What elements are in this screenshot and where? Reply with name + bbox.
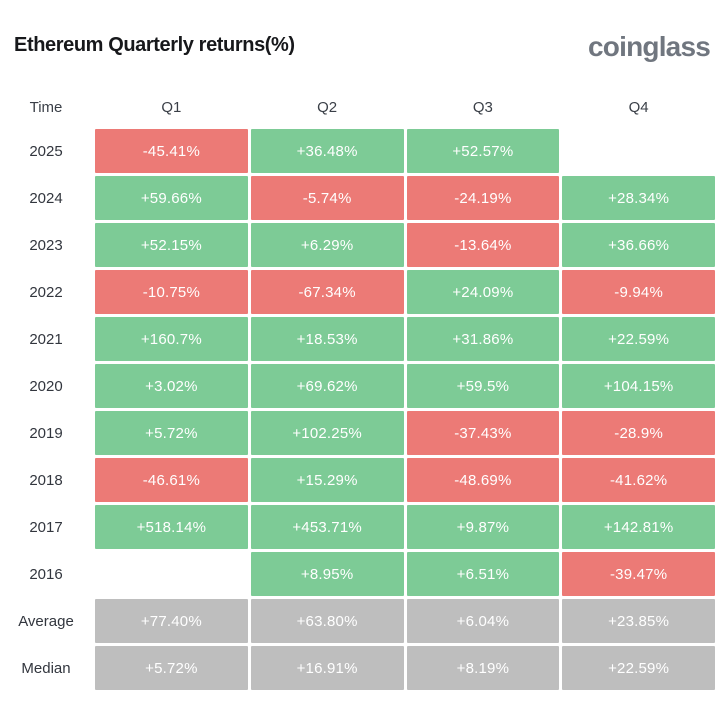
row-label: 2018 (29, 471, 63, 489)
table-header-row: Time Q1 Q2 Q3 Q4 (0, 98, 715, 118)
cell: +8.19% (406, 646, 560, 690)
cell (562, 129, 715, 173)
cell: +36.66% (562, 223, 715, 267)
cell: +518.14% (95, 505, 248, 549)
cell: -41.62% (562, 458, 715, 502)
table-row: 2019 +5.72% +102.25% -37.43% -28.9% (0, 411, 715, 455)
cell: +5.72% (95, 411, 248, 455)
row-label: 2022 (29, 283, 63, 301)
cell (95, 552, 248, 596)
cell: +6.51% (406, 552, 560, 596)
cell: -28.9% (562, 411, 715, 455)
column-header-q3: Q3 (472, 99, 493, 116)
cell: +52.15% (95, 223, 248, 267)
cell: +453.71% (250, 505, 404, 549)
cell: +59.66% (95, 176, 248, 220)
cell: +59.5% (406, 364, 560, 408)
row-label: 2016 (29, 565, 63, 583)
column-header-q2: Q2 (317, 99, 338, 116)
table-row: 2025 -45.41% +36.48% +52.57% (0, 129, 715, 173)
table-row: 2021 +160.7% +18.53% +31.86% +22.59% (0, 317, 715, 361)
row-label: 2021 (29, 330, 63, 348)
table-row: Median +5.72% +16.91% +8.19% +22.59% (0, 646, 715, 690)
table-row: 2017 +518.14% +453.71% +9.87% +142.81% (0, 505, 715, 549)
table-row: 2023 +52.15% +6.29% -13.64% +36.66% (0, 223, 715, 267)
coinglass-logo[interactable]: coinglass (588, 31, 711, 62)
cell: +15.29% (250, 458, 404, 502)
cell: +16.91% (250, 646, 404, 690)
cell: -24.19% (406, 176, 560, 220)
cell: +31.86% (406, 317, 560, 361)
cell: +22.59% (562, 317, 715, 361)
cell: +3.02% (95, 364, 248, 408)
row-label: Average (18, 612, 74, 630)
cell: -45.41% (95, 129, 248, 173)
cell: +77.40% (95, 599, 248, 643)
cell: +5.72% (95, 646, 248, 690)
cell: +9.87% (406, 505, 560, 549)
cell: +160.7% (95, 317, 248, 361)
row-label: 2025 (29, 142, 63, 160)
cell: +102.25% (250, 411, 404, 455)
header-bar: Ethereum Quarterly returns(%) coinglass (0, 0, 720, 64)
table-body: 2025 -45.41% +36.48% +52.57% 2024 +59.66% -5.7… (0, 129, 715, 690)
table-row: 2022 -10.75% -67.34% +24.09% -9.94% (0, 270, 715, 314)
column-header-q4: Q4 (628, 99, 649, 116)
cell: +63.80% (250, 599, 404, 643)
cell: -13.64% (406, 223, 560, 267)
page-title: Ethereum Quarterly returns(%) (14, 34, 295, 56)
returns-table: Time Q1 Q2 Q3 Q4 2025 -45.41% +36.48% +52.57% 20… (0, 98, 720, 690)
cell: -48.69% (406, 458, 560, 502)
cell: +52.57% (406, 129, 560, 173)
row-label: 2020 (29, 377, 63, 395)
column-header-q1: Q1 (161, 99, 182, 116)
row-label: 2023 (29, 236, 63, 254)
cell: +8.95% (250, 552, 404, 596)
cell: +6.29% (250, 223, 404, 267)
table-row: 2020 +3.02% +69.62% +59.5% +104.15% (0, 364, 715, 408)
cell: +22.59% (562, 646, 715, 690)
row-label: 2017 (29, 518, 63, 536)
row-label: Median (21, 659, 71, 677)
cell: -9.94% (562, 270, 715, 314)
cell: +18.53% (250, 317, 404, 361)
table-row: 2016 +8.95% +6.51% -39.47% (0, 552, 715, 596)
table-row: 2024 +59.66% -5.74% -24.19% +28.34% (0, 176, 715, 220)
cell: +6.04% (406, 599, 560, 643)
table-row: Average +77.40% +63.80% +6.04% +23.85% (0, 599, 715, 643)
cell: -37.43% (406, 411, 560, 455)
cell: +104.15% (562, 364, 715, 408)
cell: +28.34% (562, 176, 715, 220)
cell: +69.62% (250, 364, 404, 408)
cell: -39.47% (562, 552, 715, 596)
cell: +142.81% (562, 505, 715, 549)
table-row: 2018 -46.61% +15.29% -48.69% -41.62% (0, 458, 715, 502)
cell: -10.75% (95, 270, 248, 314)
cell: +36.48% (250, 129, 404, 173)
row-label: 2024 (29, 189, 63, 207)
row-label: 2019 (29, 424, 63, 442)
column-header-time: Time (29, 99, 63, 116)
cell: -5.74% (250, 176, 404, 220)
cell: +24.09% (406, 270, 560, 314)
cell: -67.34% (250, 270, 404, 314)
cell: +23.85% (562, 599, 715, 643)
cell: -46.61% (95, 458, 248, 502)
